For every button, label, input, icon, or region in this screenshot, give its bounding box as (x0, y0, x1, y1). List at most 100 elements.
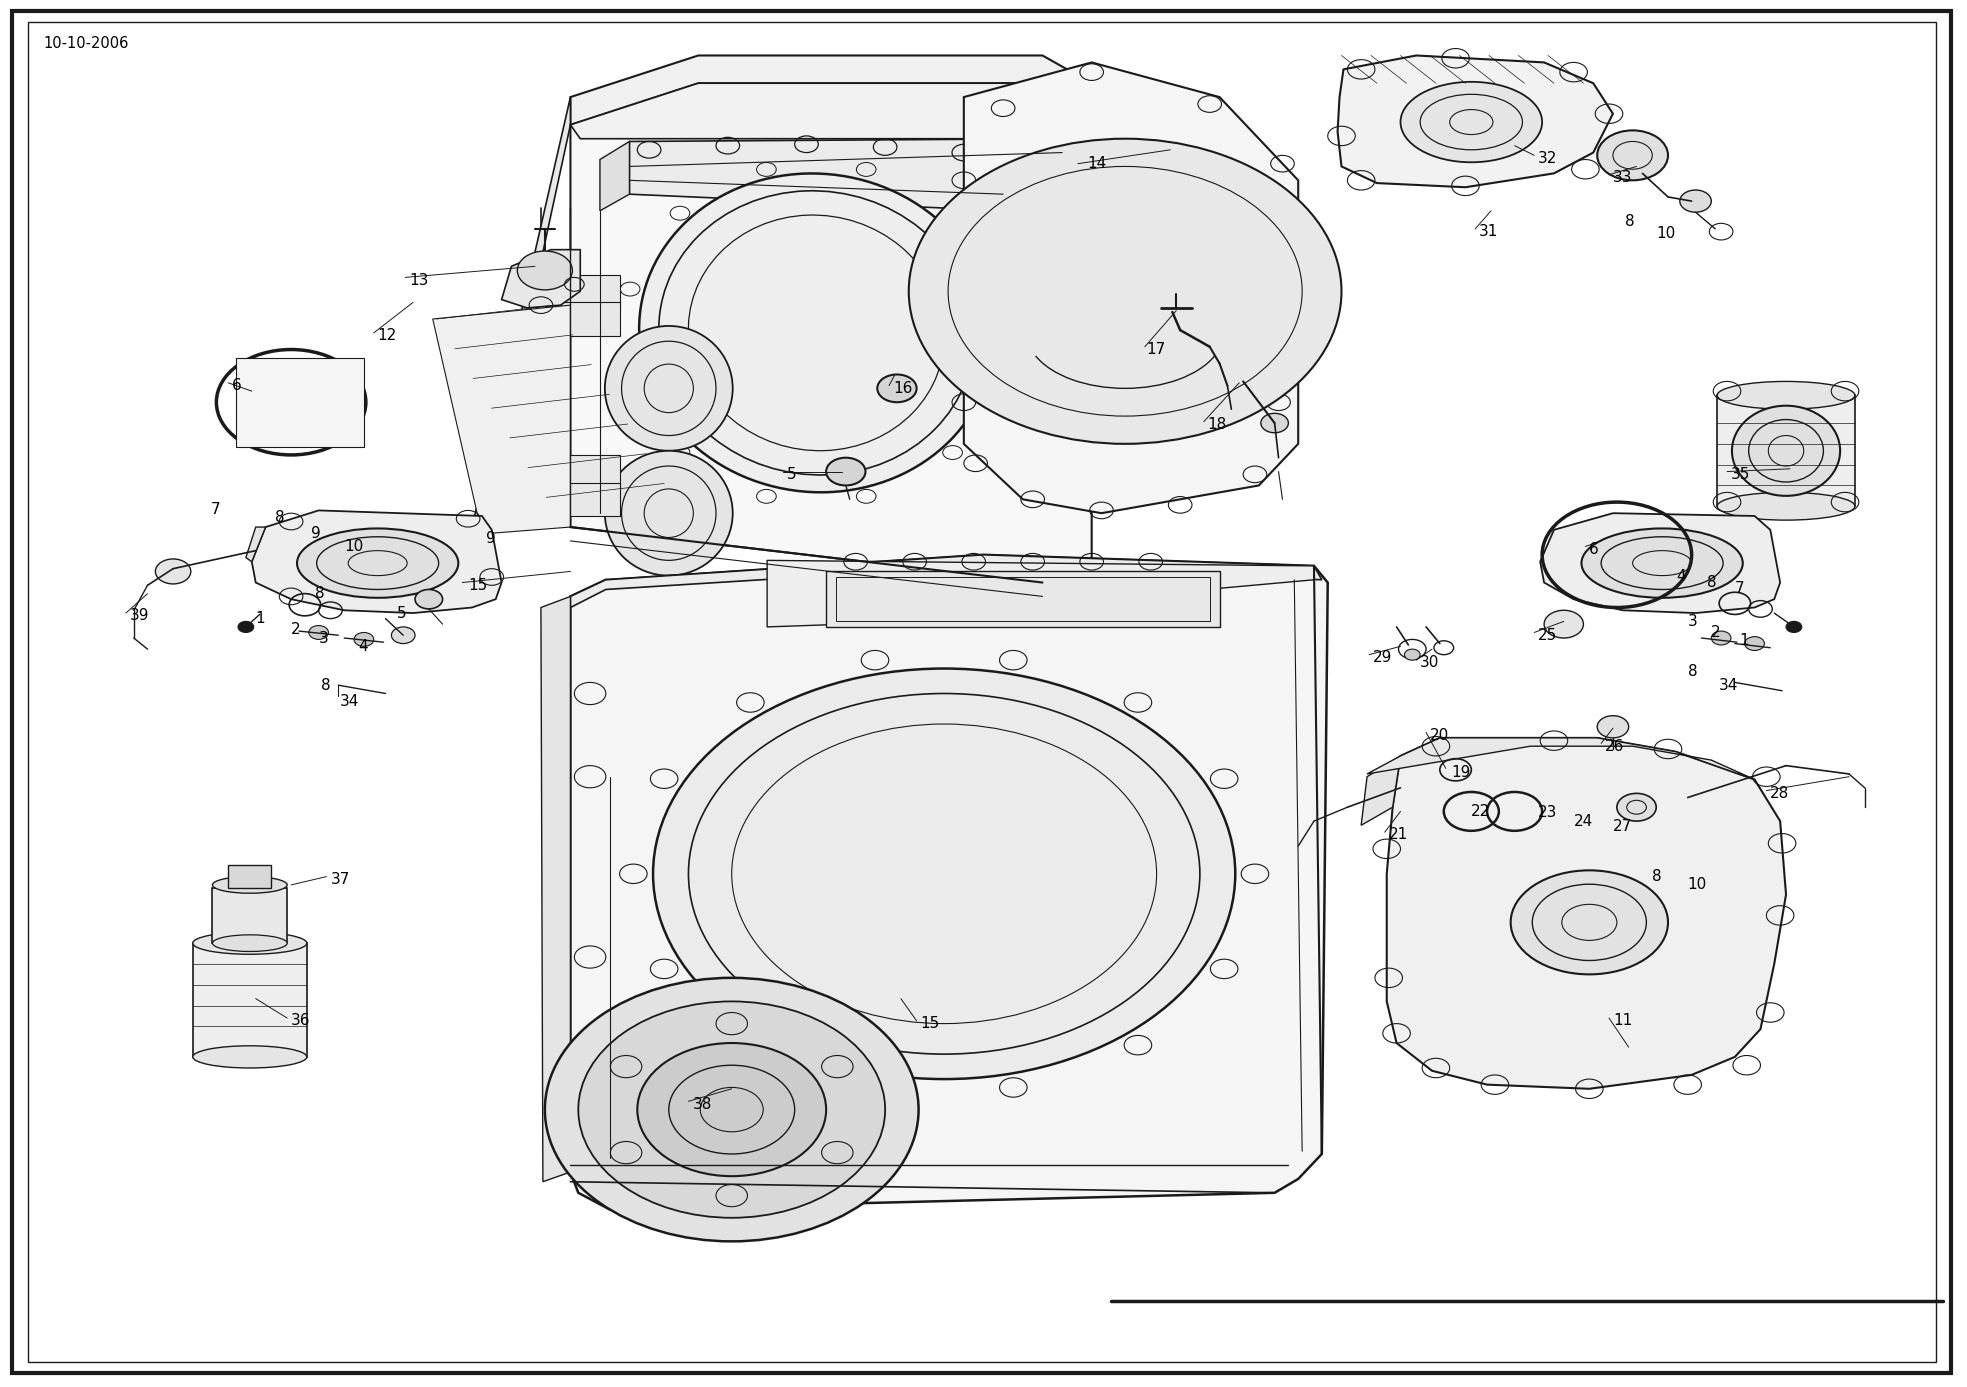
Text: 34: 34 (340, 695, 360, 709)
Text: 1: 1 (1739, 634, 1749, 648)
Circle shape (1597, 130, 1668, 180)
Text: 8: 8 (275, 510, 285, 524)
Circle shape (1597, 716, 1629, 738)
Polygon shape (570, 555, 1322, 608)
Bar (561, 455, 620, 488)
Polygon shape (570, 555, 1328, 1209)
Circle shape (391, 627, 415, 644)
Polygon shape (767, 560, 1314, 627)
Polygon shape (570, 55, 1092, 125)
Text: 33: 33 (1613, 171, 1633, 184)
Bar (561, 483, 620, 516)
Text: 3: 3 (319, 631, 328, 645)
Text: 24: 24 (1574, 814, 1593, 828)
Text: 21: 21 (1389, 828, 1408, 842)
Ellipse shape (606, 326, 732, 451)
Text: 10-10-2006: 10-10-2006 (43, 36, 128, 51)
Text: 8: 8 (1652, 870, 1662, 884)
Polygon shape (1540, 513, 1780, 613)
Text: 3: 3 (1688, 614, 1698, 628)
Circle shape (1617, 793, 1656, 821)
Text: 39: 39 (130, 609, 149, 623)
Text: 15: 15 (921, 1017, 940, 1031)
Text: 26: 26 (1605, 739, 1625, 753)
Circle shape (877, 374, 917, 402)
Polygon shape (629, 139, 1062, 208)
Ellipse shape (1581, 528, 1743, 598)
Ellipse shape (212, 935, 287, 951)
Bar (228, 865, 271, 888)
Circle shape (1404, 649, 1420, 660)
Polygon shape (236, 358, 364, 447)
Text: 27: 27 (1613, 820, 1633, 834)
Ellipse shape (606, 451, 732, 576)
Circle shape (653, 669, 1235, 1079)
Circle shape (1544, 610, 1583, 638)
Polygon shape (541, 596, 570, 1182)
Polygon shape (1361, 756, 1401, 825)
Text: 23: 23 (1538, 806, 1558, 820)
Text: 22: 22 (1471, 804, 1491, 818)
Circle shape (1261, 413, 1288, 433)
Text: 31: 31 (1479, 225, 1499, 239)
Text: 5: 5 (787, 467, 797, 481)
Circle shape (545, 978, 919, 1241)
Text: 12: 12 (378, 329, 397, 343)
Text: 2: 2 (1711, 626, 1721, 639)
Text: 10: 10 (1656, 226, 1676, 240)
Bar (193, 943, 307, 1057)
Text: 9: 9 (311, 527, 321, 541)
Text: 38: 38 (692, 1097, 712, 1111)
Circle shape (909, 139, 1341, 444)
Text: 10: 10 (1688, 878, 1707, 892)
Text: 16: 16 (893, 381, 913, 395)
Polygon shape (246, 527, 266, 562)
Ellipse shape (1717, 492, 1855, 520)
Text: 29: 29 (1373, 651, 1393, 664)
Text: 6: 6 (232, 379, 242, 393)
Text: 34: 34 (1719, 678, 1739, 692)
Polygon shape (1338, 55, 1613, 187)
Ellipse shape (639, 173, 993, 492)
Circle shape (155, 559, 191, 584)
Text: 9: 9 (486, 531, 496, 545)
Text: 32: 32 (1538, 151, 1558, 165)
Text: 19: 19 (1452, 766, 1471, 779)
Text: 37: 37 (330, 872, 350, 886)
Text: 7: 7 (1735, 581, 1745, 595)
Text: 2: 2 (291, 623, 301, 637)
Text: 1: 1 (256, 612, 266, 626)
Text: 11: 11 (1613, 1014, 1633, 1028)
Text: 8: 8 (315, 587, 325, 601)
Circle shape (1680, 190, 1711, 212)
Text: 4: 4 (1676, 570, 1686, 584)
Circle shape (637, 1043, 826, 1176)
Polygon shape (1367, 738, 1755, 779)
Bar (1717, 395, 1855, 506)
Ellipse shape (1511, 871, 1668, 974)
Bar (561, 275, 620, 308)
Text: 30: 30 (1420, 656, 1440, 670)
Polygon shape (472, 97, 570, 534)
Ellipse shape (297, 528, 458, 598)
Text: 7: 7 (210, 502, 220, 516)
Ellipse shape (193, 1046, 307, 1068)
Circle shape (1711, 631, 1731, 645)
Circle shape (826, 458, 865, 485)
Ellipse shape (1731, 405, 1839, 497)
Circle shape (354, 632, 374, 646)
Text: 10: 10 (344, 540, 364, 553)
Polygon shape (600, 141, 629, 211)
Circle shape (1745, 637, 1764, 651)
Circle shape (517, 251, 572, 290)
Circle shape (309, 626, 328, 639)
Text: 18: 18 (1208, 417, 1227, 431)
Text: 4: 4 (358, 639, 368, 653)
Text: 14: 14 (1088, 157, 1107, 171)
Text: 6: 6 (1589, 542, 1599, 556)
Text: 15: 15 (468, 578, 488, 592)
Polygon shape (964, 62, 1298, 513)
Circle shape (415, 589, 443, 609)
Bar (212, 888, 287, 943)
Polygon shape (502, 250, 580, 308)
